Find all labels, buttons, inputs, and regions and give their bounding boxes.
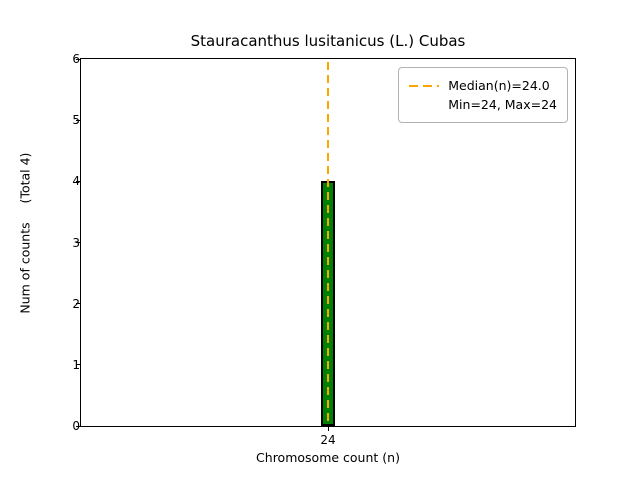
legend-entry-minmax: Min=24, Max=24 [409,95,557,114]
chart-title: Stauracanthus lusitanicus (L.) Cubas [190,32,466,50]
legend: Median(n)=24.0 Min=24, Max=24 [398,67,568,123]
y-tick-mark [76,119,80,121]
dashed-line-icon [409,84,440,87]
y-tick-mark [76,303,80,305]
legend-label-minmax: Min=24, Max=24 [448,97,557,112]
y-axis-total-label: (Total 4) [17,152,33,204]
y-tick-mark [76,180,80,182]
y-tick-label: 3 [72,235,80,250]
x-axis-label: Chromosome count (n) [256,450,400,465]
y-tick-label: 6 [72,52,80,66]
y-tick-mark [76,242,80,243]
y-tick-mark [76,364,80,366]
median-line [327,62,329,426]
plot-area: Median(n)=24.0 Min=24, Max=24 [80,58,576,427]
y-tick-mark [76,425,80,427]
y-tick-label: 2 [72,296,80,311]
y-tick-mark [76,58,80,60]
y-tick-label: 1 [72,357,80,372]
y-tick-label: 0 [72,419,80,433]
y-tick-label: 4 [72,174,80,189]
legend-entry-median: Median(n)=24.0 [409,76,557,95]
y-tick-label: 5 [72,113,80,128]
y-axis-label: Num of counts [17,222,33,314]
x-tick-label: 24 [320,433,336,447]
x-tick-mark [327,427,329,431]
legend-label-median: Median(n)=24.0 [448,78,550,93]
